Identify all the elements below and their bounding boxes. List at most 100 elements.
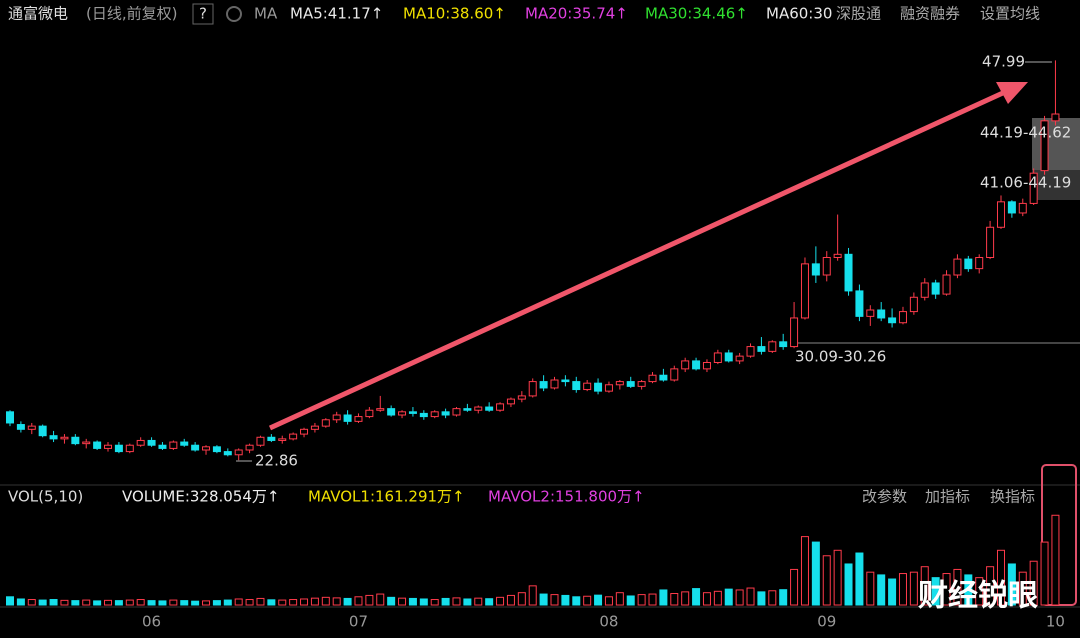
volume-bar — [202, 600, 211, 606]
volume-bar — [517, 592, 526, 606]
volume-bar — [147, 600, 156, 606]
volume-bar — [594, 594, 603, 606]
candle-body — [615, 381, 624, 386]
volume-bar — [289, 599, 298, 606]
volume-bar — [550, 594, 559, 606]
header-link[interactable]: 融资融券 — [900, 5, 960, 23]
volume-bar — [474, 597, 483, 606]
candle-body — [93, 441, 102, 449]
stock-name: 通富微电 — [8, 5, 68, 23]
candle-body — [1007, 201, 1016, 214]
candle-body — [844, 253, 853, 292]
volume-bar — [419, 598, 428, 606]
volume-bar — [975, 577, 984, 606]
settings-icon[interactable] — [226, 6, 242, 22]
volume-bar — [82, 599, 91, 606]
candle-body — [713, 352, 722, 364]
candle-body — [387, 408, 396, 416]
volume-bar — [539, 593, 548, 606]
volume-bar — [267, 599, 276, 606]
candle-body — [757, 346, 766, 352]
candle-body — [136, 439, 145, 446]
volume-bar — [27, 599, 36, 606]
volume-bar — [398, 597, 407, 606]
candle-body — [321, 419, 330, 427]
candle-body — [125, 444, 134, 453]
volume-bar — [38, 599, 47, 606]
candle-body — [289, 433, 298, 440]
candle-body — [49, 435, 58, 440]
candle-body — [735, 355, 744, 362]
candle-body — [942, 274, 951, 295]
volume-bar — [909, 571, 918, 606]
candle-body — [724, 352, 733, 362]
candle-body — [441, 411, 450, 416]
indicator-button[interactable]: 改参数 — [862, 488, 907, 506]
candle-body — [692, 360, 701, 370]
candle-body — [909, 296, 918, 313]
volume-bar — [1029, 560, 1038, 606]
candle-body — [343, 414, 352, 422]
candle-body — [104, 444, 113, 449]
volume-bar — [310, 597, 319, 606]
volume-bar — [779, 589, 788, 606]
candle-body — [332, 414, 341, 421]
volume-bar — [6, 596, 14, 606]
volume-bar — [223, 599, 232, 606]
candle-body — [245, 444, 254, 451]
candle-body — [180, 441, 189, 446]
candle-body — [310, 425, 319, 430]
candle-body — [572, 381, 581, 391]
volume-bar — [877, 574, 886, 606]
volume-bar — [234, 598, 243, 606]
volume-bar — [104, 599, 113, 606]
volume-bar — [430, 599, 439, 606]
volume-bar — [71, 600, 80, 606]
help[interactable]: ? — [199, 5, 207, 23]
volume-bar — [790, 568, 799, 606]
volume-bar — [572, 596, 581, 606]
volume-bar — [365, 594, 374, 606]
volume-bar — [811, 541, 820, 606]
x-tick-label: 10 — [1046, 613, 1065, 631]
volume-bar — [986, 566, 995, 606]
price-annotation: 22.86 — [255, 452, 298, 470]
indicator-button[interactable]: 加指标 — [925, 488, 970, 506]
indicator-button[interactable]: 换指标 — [990, 488, 1035, 506]
candle-body — [1018, 202, 1027, 214]
volume-bar — [528, 585, 537, 606]
volume-bar — [942, 573, 951, 606]
candle-body — [223, 451, 232, 456]
candle-body — [169, 441, 178, 449]
ma-value: MA5:41.17↑ — [290, 5, 383, 23]
volume-bar — [735, 589, 744, 606]
candle-body — [71, 436, 80, 445]
price-zone — [1032, 118, 1080, 170]
volume-bar — [746, 587, 755, 606]
candle-body — [996, 201, 1005, 228]
volume-bar — [800, 536, 809, 606]
volume-bar — [321, 596, 330, 606]
price-zone — [1032, 170, 1080, 200]
price-annotation: 41.06-44.19 — [980, 174, 1071, 192]
candle-body — [670, 368, 679, 381]
header-link[interactable]: 深股通 — [836, 5, 881, 23]
volume-bar — [93, 600, 102, 606]
volume-bar — [648, 593, 657, 606]
x-tick-label: 06 — [142, 613, 161, 631]
header-link[interactable]: 设置均线 — [980, 5, 1040, 23]
volume-bar — [931, 577, 940, 606]
candle-body — [877, 309, 886, 319]
candle-body — [419, 412, 428, 418]
ma-value: MA30:34.46↑ — [645, 5, 748, 23]
candle-body — [637, 381, 646, 387]
volume-bar — [278, 599, 287, 606]
volume-bar — [1018, 571, 1027, 606]
candle-body — [800, 263, 809, 319]
candle-body — [975, 257, 984, 270]
candle-body — [158, 444, 167, 449]
volume-bar — [354, 596, 363, 606]
candle-body — [27, 425, 36, 430]
candle-body — [822, 257, 831, 276]
